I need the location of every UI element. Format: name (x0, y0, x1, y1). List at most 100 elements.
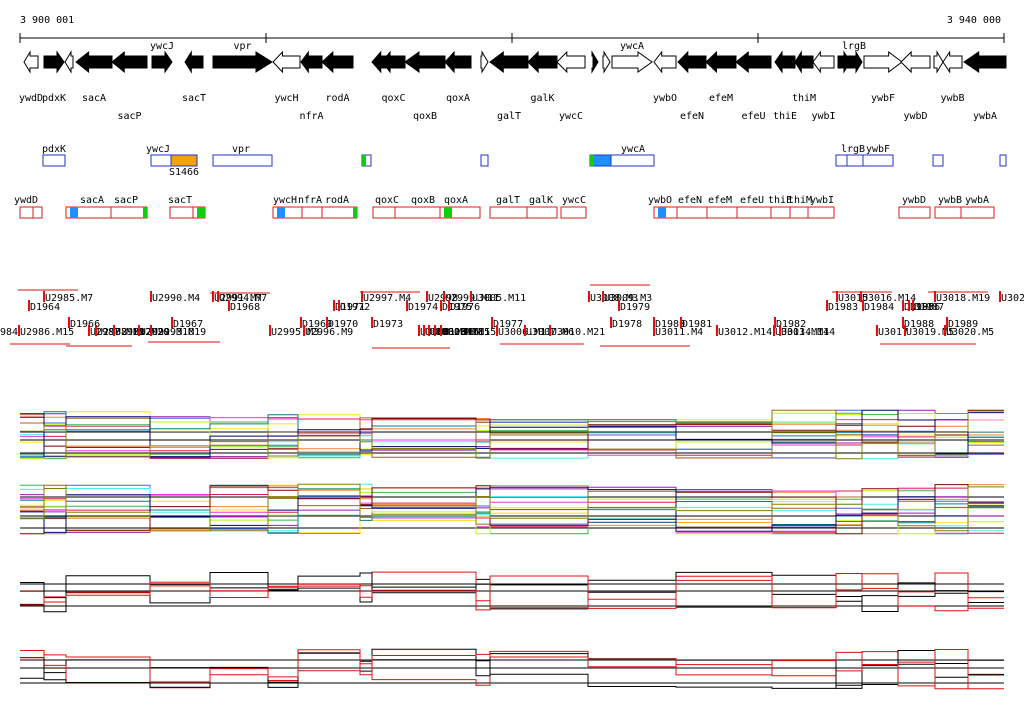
red-track-label: qoxA (444, 195, 468, 206)
gene-arrow (735, 50, 772, 74)
red-track-label: ywbD (902, 195, 926, 206)
transcript-label: D1974 (408, 302, 438, 313)
feature-fill-mark (70, 207, 78, 218)
transcript-label: 984 (0, 327, 18, 338)
transcript-label: D1975 (442, 302, 472, 313)
transcript-label: U2990.M4 (152, 293, 200, 304)
red-feature-box (960, 206, 995, 219)
gene-label: ywbO (653, 93, 677, 104)
gene-label: ywbI (811, 111, 835, 122)
gene-arrow (963, 51, 1007, 73)
transcript-label: U3017 (878, 327, 908, 338)
gene-arrow (23, 50, 39, 74)
expression-trace (20, 578, 1004, 612)
transcript-label: D1982 (776, 319, 806, 330)
transcript-label: D1969 (302, 319, 332, 330)
gene-label: qoxC (381, 93, 405, 104)
expression-trace (20, 649, 1004, 690)
transcript-label: U3018.M19 (936, 293, 990, 304)
transcript-label: D1964 (30, 302, 60, 313)
gene-arrow (321, 50, 354, 74)
red-feature-track: ywdD sacA sacP sacT ywcH nfrA rodA qoxC qoxB qoxA… (14, 195, 995, 219)
gene-arrow (404, 51, 446, 73)
transcript-label: D1984 (864, 302, 894, 313)
expression-trace (20, 486, 1004, 533)
red-track-label: ywbI (810, 195, 834, 206)
transcript-label: U2999.M11 (445, 293, 499, 304)
gene-label: ywcH (274, 93, 298, 104)
blue-feature-box (480, 154, 489, 167)
red-track-label: sacT (168, 195, 192, 206)
transcript-label: U3005.M11 (472, 293, 526, 304)
gene-label: ywcC (559, 111, 583, 122)
transcript-label: D1973 (373, 319, 403, 330)
red-track-label: sacA (80, 195, 104, 206)
gene-label: qoxA (446, 93, 470, 104)
gene-arrow (705, 50, 737, 74)
red-feature-box (676, 206, 708, 219)
transcript-label: D1971 (335, 302, 365, 313)
gene-arrow (300, 50, 323, 74)
red-feature-box (898, 206, 931, 219)
blue-track-label: ywbF (866, 144, 890, 155)
gene-arrow (794, 50, 814, 74)
transcript-label: U3001.M16 (425, 327, 479, 338)
gene-arrow (900, 50, 931, 74)
gene-arrow (611, 51, 653, 73)
gene-arrow (480, 50, 489, 74)
transcript-label: D1981 (682, 319, 712, 330)
transcript-label: U3004.M15 (442, 327, 496, 338)
gene-label: ywbA (973, 111, 997, 122)
transcript-label: U2989.M20 (115, 327, 169, 338)
red-track-label: efeM (708, 195, 732, 206)
transcript-label: D1978 (612, 319, 642, 330)
expression-trace (20, 571, 1004, 609)
gene-arrow (212, 51, 273, 73)
feature-edge-mark (143, 207, 147, 218)
expression-trace (20, 648, 1004, 689)
transcript-label: U3002.M16 (430, 327, 484, 338)
gene-label: sacA (82, 93, 106, 104)
gene-label: vpr (233, 41, 251, 52)
transcript-label: D1966 (70, 319, 100, 330)
transcript-label: U3003.M15 (436, 327, 490, 338)
expression-profile-tracks (20, 409, 1004, 690)
red-track-label: thiM (788, 195, 812, 206)
gene-arrow (184, 50, 204, 74)
red-feature-box (934, 206, 962, 219)
gene-arrow (774, 50, 796, 74)
red-feature-box (169, 206, 194, 219)
feature-edge-mark (590, 155, 594, 166)
red-track-label: sacP (114, 195, 138, 206)
blue-track-label: pdxK (42, 144, 66, 155)
ruler-start-label: 3 900 001 (20, 15, 74, 26)
red-feature-box (19, 206, 34, 219)
gene-label: ywcA (620, 41, 644, 52)
gene-arrow (111, 50, 148, 74)
gene-arrow (812, 50, 835, 74)
expression-trace (20, 484, 1004, 535)
expression-trace (20, 411, 1004, 458)
transcript-label: U2993.M19 (152, 327, 206, 338)
transcript-label: U2996.M9 (305, 327, 353, 338)
blue-track-callout: S1466 (169, 167, 199, 178)
red-feature-box (372, 206, 396, 219)
gene-arrow (933, 50, 944, 74)
blue-feature-box (212, 154, 273, 167)
gene-label: ywbF (871, 93, 895, 104)
feature-fill-mark (277, 207, 285, 218)
transcript-label: U3011.M4 (655, 327, 703, 338)
blue-track-label: ywcA (621, 144, 645, 155)
red-track-label: qoxC (375, 195, 399, 206)
gene-label: efeM (709, 93, 733, 104)
gene-label: thiM (792, 93, 816, 104)
red-feature-box (394, 206, 441, 219)
gene-arrow (863, 50, 903, 74)
gene-label: galT (497, 111, 521, 122)
transcript-label: D1977 (493, 319, 523, 330)
transcript-label: U2986.M15 (20, 327, 74, 338)
red-track-label: ywcH (273, 195, 297, 206)
feature-fill-mark (444, 207, 452, 218)
red-track-label: ywdD (14, 195, 38, 206)
red-track-label: nfrA (298, 195, 322, 206)
